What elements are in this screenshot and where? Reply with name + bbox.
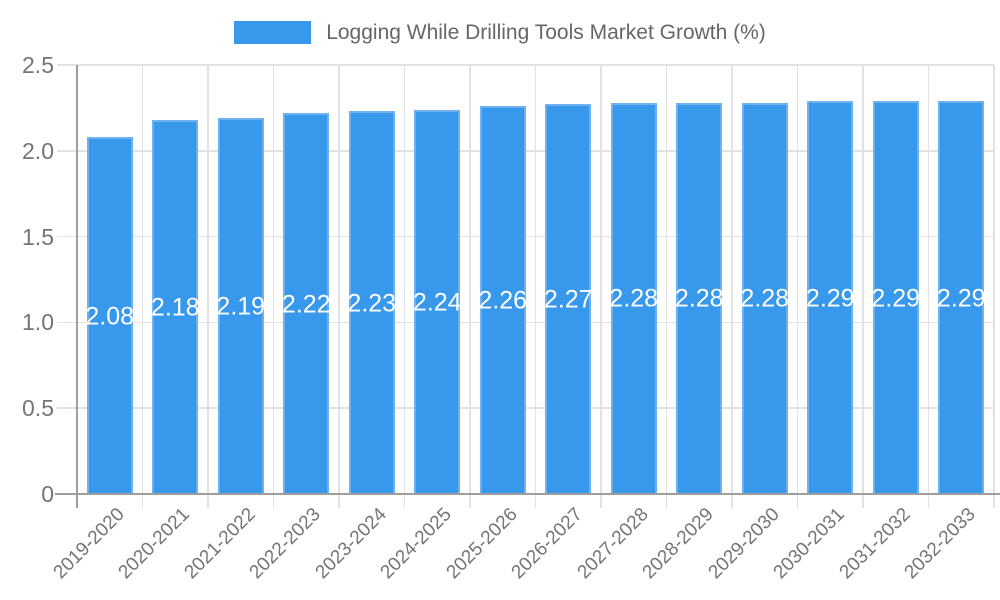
bar[interactable]: 2.19: [216, 118, 266, 494]
bar-value-label: 2.28: [609, 284, 659, 313]
x-axis-tick-label: 2028-2029: [638, 504, 719, 584]
bar[interactable]: 2.28: [609, 102, 659, 494]
gridline-vertical: [272, 65, 275, 508]
y-axis-tick-label: 2.5: [22, 52, 54, 78]
bar[interactable]: 2.28: [674, 102, 724, 494]
x-axis-line: [55, 493, 1000, 495]
gridline-vertical: [927, 65, 930, 508]
gridline-vertical: [469, 65, 471, 508]
gridline-vertical: [534, 65, 537, 508]
bar-value-label: 2.18: [150, 293, 200, 322]
bar[interactable]: 2.23: [347, 111, 397, 494]
bar[interactable]: 2.29: [871, 101, 921, 494]
gridline-horizontal: [57, 64, 994, 66]
bar-value-label: 2.28: [740, 284, 790, 313]
bar[interactable]: 2.22: [281, 113, 331, 494]
gridline-vertical: [796, 65, 799, 508]
bar[interactable]: 2.29: [936, 101, 986, 494]
legend-label: Logging While Drilling Tools Market Grow…: [326, 21, 766, 44]
bar-value-label: 2.29: [805, 284, 855, 312]
bar-value-label: 2.19: [216, 292, 266, 321]
gridline-vertical: [862, 65, 864, 508]
gridline-vertical: [665, 65, 668, 508]
bar[interactable]: 2.08: [85, 137, 135, 494]
bar-value-label: 2.23: [347, 289, 397, 318]
y-axis-tick-label: 0: [41, 481, 54, 507]
legend-swatch: [234, 21, 312, 44]
bar-value-label: 2.24: [412, 288, 462, 317]
bar[interactable]: 2.24: [412, 109, 462, 494]
bar[interactable]: 2.28: [740, 102, 790, 494]
x-axis-tick-label: 2032-2033: [900, 504, 981, 584]
bar-value-label: 2.28: [674, 284, 724, 313]
x-axis-tick-label: 2022-2023: [245, 504, 326, 584]
y-axis-tick-label: 1.5: [22, 223, 54, 250]
x-axis-tick-label: 2026-2027: [507, 504, 588, 584]
gridline-vertical: [403, 65, 406, 508]
bar[interactable]: 2.29: [805, 101, 855, 494]
bar-value-label: 2.27: [543, 285, 593, 314]
bar[interactable]: 2.27: [543, 104, 593, 494]
y-axis-tick-label: 1.0: [22, 309, 54, 336]
gridline-vertical: [338, 65, 340, 508]
bar-value-label: 2.26: [478, 286, 528, 315]
bar[interactable]: 2.18: [150, 119, 200, 494]
bar-value-label: 2.29: [871, 284, 921, 312]
x-axis-tick-label: 2030-2031: [769, 504, 850, 584]
gridline-vertical: [141, 65, 144, 508]
gridline-vertical: [207, 65, 209, 508]
legend[interactable]: Logging While Drilling Tools Market Grow…: [0, 21, 1000, 44]
bar-value-label: 2.29: [936, 284, 986, 312]
y-axis-tick-label: 2.0: [22, 137, 54, 164]
y-axis-line: [75, 65, 78, 508]
gridline-vertical: [600, 65, 602, 508]
gridline-vertical: [731, 65, 733, 508]
y-axis-tick-label: 0.5: [22, 395, 54, 422]
bar[interactable]: 2.26: [478, 106, 528, 494]
gridline-vertical: [993, 65, 995, 508]
bar-value-label: 2.08: [85, 302, 135, 331]
x-axis-tick-label: 2020-2021: [114, 504, 195, 584]
bar-value-label: 2.22: [281, 290, 331, 319]
